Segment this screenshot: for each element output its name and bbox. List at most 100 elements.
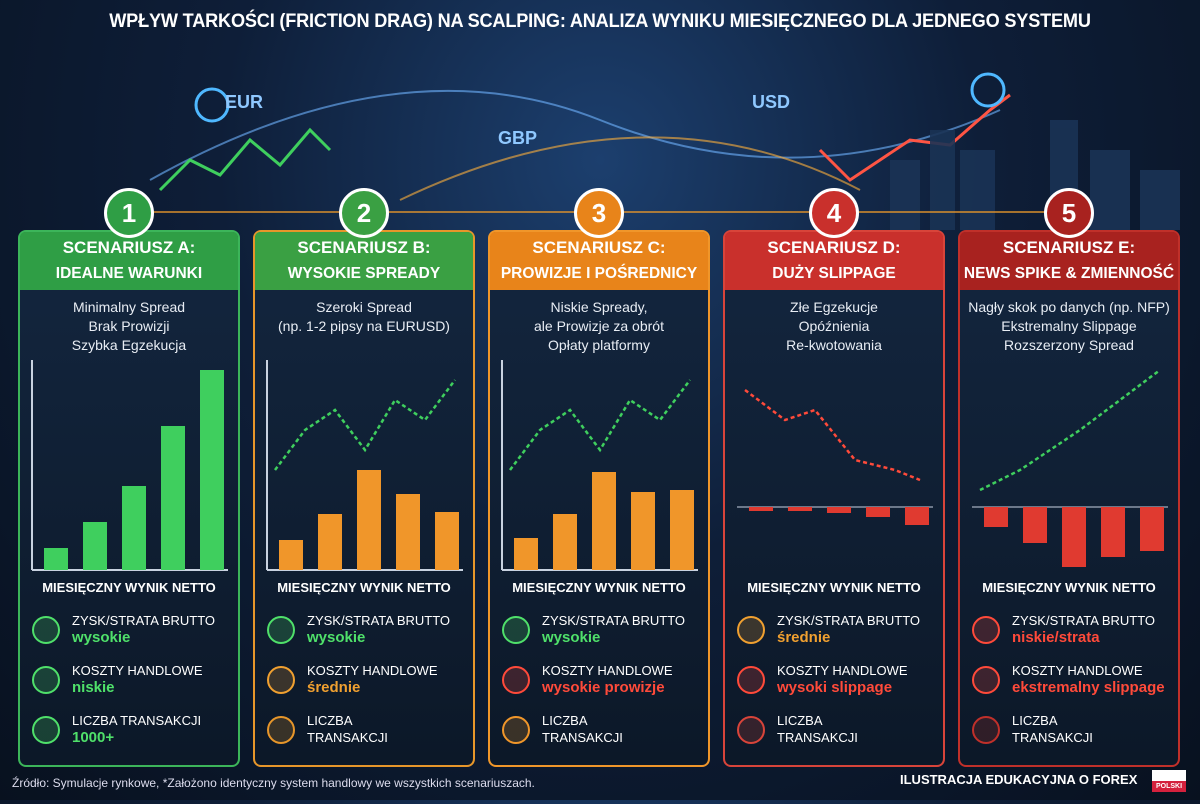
panel-header: SCENARIUSZ B: WYSOKIE SPREADY: [255, 232, 473, 290]
metric-value: wysokie prowizje: [542, 679, 665, 696]
description: Szeroki Spread (np. 1-2 pipsy na EURUSD): [255, 298, 473, 360]
metric-row: LICZBA TRANSAKCJI: [267, 710, 467, 754]
metric-icon: [972, 666, 1000, 694]
bar: [749, 507, 773, 511]
panel-header: SCENARIUSZ D: DUŻY SLIPPAGE: [725, 232, 943, 290]
step-number: 3: [574, 188, 624, 238]
description-line: Rozszerzony Spread: [1004, 337, 1134, 353]
step-number: 2: [339, 188, 389, 238]
bar: [670, 490, 694, 570]
metric-row: LICZBA TRANSAKCJI: [502, 710, 702, 754]
bar: [279, 540, 303, 570]
description-line: Brak Prowizji: [88, 318, 170, 334]
panel-title: SCENARIUSZ C:: [532, 238, 666, 257]
bar: [788, 507, 812, 511]
metric-icon: [267, 666, 295, 694]
metric-icon: [32, 716, 60, 744]
panel-title: SCENARIUSZ D:: [767, 238, 901, 257]
bar: [1023, 507, 1047, 543]
bar: [357, 470, 381, 570]
panel-title: SCENARIUSZ A:: [62, 238, 196, 257]
metric-icon: [32, 616, 60, 644]
description: Nagły skok po danych (np. NFP) Ekstremaln…: [960, 298, 1178, 360]
panel-subtitle: WYSOKIE SPREADY: [287, 265, 441, 282]
description: Złe Egzekucje Opóźnienia Re-kwotowania: [725, 298, 943, 360]
source-note: Źródło: Symulacje rynkowe, *Założono ide…: [12, 776, 535, 790]
metric-label: KOSZTY HANDLOWE: [777, 663, 908, 678]
bar: [827, 507, 851, 513]
metric-row: LICZBA TRANSAKCJI: [972, 710, 1172, 754]
metric-row: ZYSK/STRATA BRUTTO wysokie: [267, 610, 467, 654]
panel-subtitle: NEWS SPIKE & ZMIENNOŚĆ: [963, 265, 1175, 282]
result-label: MIESIĘCZNY WYNIK NETTO: [747, 580, 921, 595]
scenario-panel: SCENARIUSZ D: DUŻY SLIPPAGE Złe Egzekucje O…: [723, 230, 945, 767]
description-line: Opóźnienia: [798, 318, 870, 334]
bar-chart: [266, 360, 463, 571]
metric-row: LICZBA TRANSAKCJI 1000+: [32, 710, 232, 754]
metric-row: ZYSK/STRATA BRUTTO wysokie: [502, 610, 702, 654]
bar: [905, 507, 929, 525]
metric-row: ZYSK/STRATA BRUTTO niskie/strata: [972, 610, 1172, 654]
title: WPŁYW TARKOŚCI (FRICTION DRAG) NA SCALPI…: [109, 10, 1091, 32]
metric-value: średnie: [777, 629, 831, 646]
metric-row: KOSZTY HANDLOWE wysokie prowizje: [502, 660, 702, 704]
bar: [1140, 507, 1164, 551]
panel-header: SCENARIUSZ A: IDEALNE WARUNKI: [20, 232, 238, 290]
price-line: [979, 369, 1161, 492]
bar: [866, 507, 890, 517]
bar: [200, 370, 224, 570]
result-label: MIESIĘCZNY WYNIK NETTO: [982, 580, 1156, 595]
metric-label: LICZBA TRANSAKCJI: [72, 713, 202, 728]
price-line: [274, 379, 456, 471]
metric-value: ekstremalny slippage: [1012, 679, 1165, 696]
description-line: Nagły skok po danych (np. NFP): [968, 299, 1170, 315]
description-line: Złe Egzekucje: [790, 299, 878, 315]
bar-chart: [501, 360, 698, 571]
panel-subtitle: PROWIZJE I POŚREDNICY: [500, 265, 698, 282]
flag: POLSKI: [1152, 770, 1186, 792]
metric-label: KOSZTY HANDLOWE: [72, 663, 203, 678]
bar: [396, 494, 420, 570]
metric-icon: [737, 666, 765, 694]
step-number: 5: [1044, 188, 1094, 238]
bar: [514, 538, 538, 570]
scenario-panel: SCENARIUSZ A: IDEALNE WARUNKI Minimalny Sp…: [18, 230, 240, 767]
metric-label: KOSZTY HANDLOWE: [542, 663, 673, 678]
metric-icon: [972, 616, 1000, 644]
bar-chart: [737, 389, 933, 525]
description-line: Ekstremalny Slippage: [1001, 318, 1137, 334]
description: Niskie Spready, ale Prowizje za obrót Opła…: [490, 298, 708, 360]
metric-row: ZYSK/STRATA BRUTTO średnie: [737, 610, 937, 654]
result-label: MIESIĘCZNY WYNIK NETTO: [277, 580, 451, 595]
bar: [44, 548, 68, 570]
price-line: [744, 389, 921, 482]
metric-label: LICZBA TRANSAKCJI: [777, 713, 858, 745]
metric-value: wysoki slippage: [777, 679, 893, 696]
metric-value: wysokie: [72, 629, 131, 646]
metric-icon: [737, 716, 765, 744]
map-label: GBP: [498, 128, 538, 148]
step-number: 4: [809, 188, 859, 238]
step-number: 1: [104, 188, 154, 238]
metric-label: LICZBA TRANSAKCJI: [307, 713, 388, 745]
bar: [435, 512, 459, 570]
metric-label: ZYSK/STRATA BRUTTO: [542, 613, 686, 628]
description-line: Re-kwotowania: [786, 337, 882, 353]
panel-subtitle: IDEALNE WARUNKI: [55, 265, 203, 282]
metric-row: LICZBA TRANSAKCJI: [737, 710, 937, 754]
metric-label: ZYSK/STRATA BRUTTO: [1012, 613, 1156, 628]
price-line: [509, 379, 691, 471]
metric-label: KOSZTY HANDLOWE: [307, 663, 438, 678]
metric-value: średnie: [307, 679, 361, 696]
metric-value: 1000+: [72, 729, 115, 746]
description-line: Szybka Egzekucja: [71, 337, 187, 353]
map-label: USD: [752, 92, 791, 112]
metric-icon: [972, 716, 1000, 744]
metric-label: ZYSK/STRATA BRUTTO: [777, 613, 921, 628]
panel-header: SCENARIUSZ C: PROWIZJE I POŚREDNICY: [490, 232, 708, 290]
badge: ILUSTRACJA EDUKACYJNA O FOREX: [900, 772, 1138, 787]
metric-value: wysokie: [542, 629, 601, 646]
metric-label: LICZBA TRANSAKCJI: [1012, 713, 1093, 745]
bar: [161, 426, 185, 570]
